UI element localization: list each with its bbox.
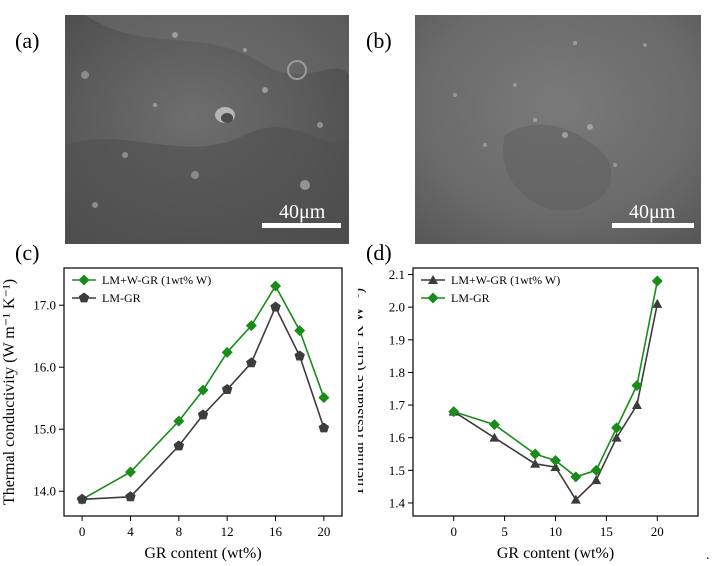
- x-axis-label: GR content (wt%): [497, 545, 614, 562]
- y-tick-label: 1.9: [389, 332, 405, 347]
- x-tick-label: 0: [79, 524, 86, 539]
- data-point: [124, 466, 136, 478]
- plot-frame: [63, 267, 343, 517]
- y-tick-label: 16.0: [33, 360, 56, 375]
- x-tick-label: 20: [317, 524, 330, 539]
- x-tick-label: 0: [450, 524, 457, 539]
- y-tick-label: 1.8: [389, 365, 405, 380]
- data-point: [651, 275, 663, 287]
- legend-marker: [78, 292, 90, 303]
- legend-marker: [78, 274, 90, 286]
- scale-bar-a: [262, 223, 341, 228]
- legend-label: LM-GR: [102, 291, 141, 305]
- x-tick-label: 20: [651, 524, 664, 539]
- sem-texture-a: [65, 15, 349, 244]
- x-tick-label: 16: [269, 524, 283, 539]
- x-tick-label: 15: [600, 524, 613, 539]
- y-tick-label: 14.0: [33, 484, 56, 499]
- y-tick-label: 15.0: [33, 422, 56, 437]
- data-point: [631, 400, 642, 410]
- data-point: [570, 471, 582, 483]
- legend-marker: [428, 275, 438, 284]
- y-axis-label: Thermal resistance (cm² K W⁻¹): [358, 288, 367, 496]
- data-point: [529, 448, 541, 460]
- data-point: [591, 475, 602, 485]
- series-1: [76, 301, 330, 504]
- data-point: [488, 419, 500, 431]
- data-point: [125, 491, 136, 502]
- panel-letter-b: (b): [366, 28, 392, 53]
- legend-label: LM+W-GR (1wt% W): [102, 273, 211, 287]
- y-tick-label: 1.4: [389, 495, 406, 510]
- y-tick-label: 1.7: [389, 398, 406, 413]
- data-point: [270, 301, 281, 312]
- series-0: [448, 298, 663, 504]
- data-point: [221, 384, 233, 394]
- panel-letter-d: (d): [366, 240, 392, 265]
- series-line: [82, 305, 325, 501]
- data-point: [530, 458, 541, 468]
- y-tick-label: 2.0: [389, 300, 405, 315]
- data-point: [318, 422, 330, 433]
- legend-marker: [427, 292, 439, 304]
- data-point: [245, 320, 257, 332]
- trailing-mark: .: [706, 548, 710, 563]
- data-point: [652, 298, 663, 308]
- series-1: [448, 275, 663, 483]
- legend-label: LM-GR: [451, 291, 490, 305]
- sem-texture-b: [415, 15, 701, 244]
- data-point: [221, 346, 233, 358]
- sem-image-b: 40μm: [415, 15, 701, 244]
- data-point: [590, 464, 602, 476]
- data-point: [76, 493, 88, 504]
- sem-image-a: 40μm: [65, 15, 349, 244]
- panel-letter-a: (a): [15, 28, 40, 53]
- series-0: [76, 280, 330, 505]
- x-tick-label: 10: [549, 524, 562, 539]
- data-point: [631, 379, 643, 391]
- data-point: [550, 455, 561, 467]
- x-tick-label: 12: [221, 524, 234, 539]
- data-point: [173, 415, 185, 427]
- y-tick-label: 17.0: [33, 298, 56, 313]
- data-point: [246, 357, 257, 368]
- data-point: [173, 440, 185, 451]
- data-point: [197, 384, 209, 396]
- data-point: [611, 422, 623, 434]
- scale-label-a: 40μm: [279, 201, 326, 223]
- data-point: [489, 432, 500, 442]
- data-point: [270, 280, 282, 292]
- chart-thermal-conductivity: 0 4 8 12 16 20 14.0 15.0 16.0 17.0 GR content (wt%…: [1, 267, 343, 562]
- data-point: [570, 494, 581, 504]
- data-point: [611, 432, 622, 442]
- data-point: [294, 350, 305, 361]
- data-point: [197, 409, 209, 420]
- x-tick-label: 5: [501, 524, 508, 539]
- x-tick-label: 4: [127, 524, 134, 539]
- x-tick-label: 8: [176, 524, 183, 539]
- y-tick-label: 2.1: [389, 267, 405, 282]
- panel-letter-c: (c): [15, 240, 40, 265]
- data-point: [448, 406, 460, 418]
- legend-label: LM+W-GR (1wt% W): [451, 273, 560, 287]
- scale-label-b: 40μm: [629, 201, 676, 223]
- data-point: [550, 462, 561, 472]
- y-tick-label: 1.5: [389, 463, 405, 478]
- chart-thermal-resistance: 0 5 10 15 20 1.4 1.5 1.6 1.7 1.8 1.9 2.0 2.1 GR conte…: [358, 267, 699, 562]
- y-tick-label: 1.6: [389, 430, 406, 445]
- x-axis-label: GR content (wt%): [144, 545, 261, 562]
- data-point: [318, 392, 330, 404]
- series-line: [453, 280, 659, 478]
- scale-bar-b: [612, 223, 694, 228]
- data-point: [294, 325, 306, 337]
- y-axis-label: Thermal conductivity (W m⁻¹ K⁻¹): [1, 279, 18, 505]
